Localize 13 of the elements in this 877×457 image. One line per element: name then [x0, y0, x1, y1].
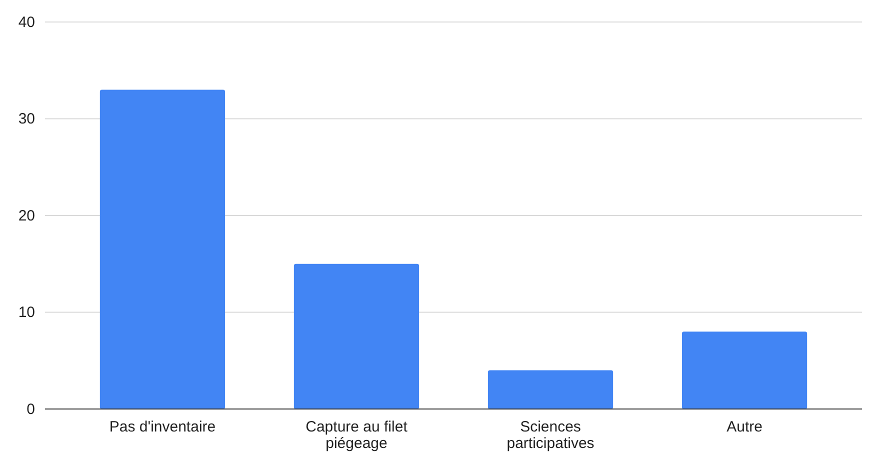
y-tick-label: 0	[26, 400, 35, 418]
bar	[294, 264, 420, 409]
y-tick-label: 40	[18, 14, 35, 31]
x-tick-label: Sciences participatives	[506, 418, 594, 452]
x-tick-label: Capture au filet piégeage	[306, 418, 408, 452]
y-tick-label: 30	[18, 110, 35, 128]
y-tick-label: 10	[18, 304, 35, 322]
bar	[100, 90, 226, 409]
bar	[682, 332, 808, 409]
bar	[488, 370, 614, 409]
x-tick-label: Pas d'inventaire	[109, 418, 216, 436]
y-tick-label: 20	[18, 207, 35, 224]
x-tick-label: Autre	[726, 418, 762, 436]
